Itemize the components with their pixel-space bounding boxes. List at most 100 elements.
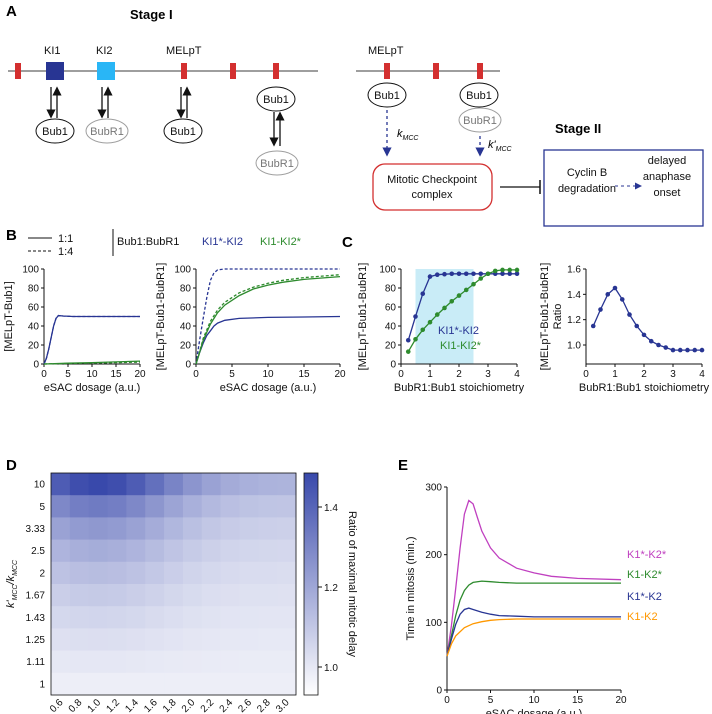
- data-point: [449, 299, 455, 304]
- heatmap-cell: [201, 672, 222, 696]
- data-point: [420, 327, 426, 333]
- heatmap-cell: [164, 606, 184, 629]
- x-axis-title: eSAC dosage (a.u.): [220, 382, 317, 394]
- heatmap-cell: [201, 495, 222, 518]
- x-tick-label: 10: [528, 695, 540, 706]
- c-label-green: KI1-KI2*: [440, 340, 482, 352]
- heatmap-cell: [258, 539, 278, 563]
- heatmap-cell: [201, 539, 222, 563]
- heatmap-cell: [182, 561, 203, 585]
- data-point: [463, 271, 469, 277]
- bub1-bubble: Bub1: [459, 82, 499, 108]
- heatmap-cell: [220, 584, 240, 607]
- heatmap-cell: [51, 517, 71, 541]
- heatmap-cell: [182, 628, 203, 652]
- y-tick-label: 80: [28, 284, 40, 295]
- x-tick-label: 0.6: [48, 697, 66, 714]
- heatmap-cell: [220, 495, 240, 518]
- series-line: [43, 361, 141, 365]
- x-tick-label: 15: [572, 695, 584, 706]
- x-tick-label: 5: [65, 369, 71, 380]
- heatmap-cell: [182, 539, 203, 563]
- heatmap-cell: [182, 473, 203, 496]
- x-tick-label: 10: [262, 369, 274, 380]
- heatmap-cell: [201, 650, 222, 674]
- e-label-k1-k2: K1-K2: [627, 611, 658, 623]
- y-tick-label: 1.11: [26, 657, 45, 668]
- heatmap-cell: [126, 628, 146, 652]
- data-point: [449, 271, 455, 277]
- svg-text:1.2: 1.2: [324, 583, 338, 594]
- x-tick-label: 5: [229, 369, 235, 380]
- y-axis-title: Time in mitosis (min.): [405, 536, 417, 640]
- x-tick-label: 2: [641, 369, 647, 380]
- y-tick-label: 1.4: [567, 290, 581, 301]
- svg-text:degradation: degradation: [558, 183, 616, 195]
- heatmap-cell: [69, 539, 90, 563]
- data-point: [500, 271, 505, 277]
- heatmap-cell: [107, 495, 127, 518]
- heatmap-cell: [107, 672, 127, 696]
- data-point: [413, 314, 418, 319]
- svg-text:KI1*-KI2: KI1*-KI2: [202, 236, 243, 248]
- y-tick-label: 40: [385, 322, 397, 333]
- svg-text:Bub1: Bub1: [374, 90, 400, 102]
- data-point: [492, 268, 498, 274]
- heatmap-cell: [51, 539, 71, 563]
- heatmap-cell: [258, 517, 278, 541]
- y-tick-label: 40: [28, 322, 40, 333]
- data-point: [500, 267, 505, 273]
- heatmap-cell: [51, 650, 71, 674]
- heatmap-cell: [164, 561, 184, 585]
- y-tick-label: 0: [185, 360, 191, 371]
- heatmap-cell: [182, 495, 203, 518]
- heatmap-cell: [220, 650, 240, 674]
- y-tick-label: 60: [385, 303, 397, 314]
- heatmap-cell: [145, 517, 165, 541]
- cyclin-box: Cyclin B degradation delayed anaphase on…: [543, 149, 704, 227]
- svg-text:1:1: 1:1: [58, 233, 73, 245]
- svg-text:complex: complex: [412, 189, 453, 201]
- heatmap-cell: [239, 473, 259, 496]
- heatmap-cell: [258, 473, 278, 496]
- heatmap-cell: [51, 561, 71, 585]
- chart-c-right: 0 1 2 3 4 1.0 1.2 1.4 1.6 BubR1:Bub1 stoichiometr…: [539, 263, 710, 394]
- x-tick-label: 4: [699, 369, 705, 380]
- data-point: [627, 312, 632, 317]
- heatmap-cell: [258, 650, 278, 674]
- svg-text:BubR1: BubR1: [260, 158, 294, 170]
- melpt-label-right: MELpT: [368, 45, 404, 57]
- colorbar: 1.4 1.2 1.0 Ratio of maximal mitotic del…: [303, 472, 358, 696]
- x-tick-label: 15: [110, 369, 122, 380]
- melpt-site: [477, 63, 483, 79]
- heatmap-cell: [88, 473, 109, 496]
- heatmap-cell: [277, 606, 297, 629]
- heatmap-cell: [69, 672, 90, 696]
- data-point: [420, 291, 426, 297]
- heatmap-cell: [69, 495, 90, 518]
- melpt-site: [273, 63, 279, 79]
- y-tick-label: 1.0: [567, 341, 581, 352]
- panel-label-d: D: [6, 457, 17, 474]
- y-tick-label: 100: [379, 265, 396, 276]
- data-point: [692, 347, 698, 353]
- heatmap-cell: [182, 606, 203, 629]
- bub1-bubble: Bub1: [163, 118, 203, 144]
- data-point: [442, 305, 447, 311]
- x-tick-label: 2.4: [218, 697, 236, 714]
- svg-text:KI1-KI2*: KI1-KI2*: [260, 236, 302, 248]
- y-tick-label: 10: [34, 480, 46, 491]
- y-tick-label: 1.6: [567, 265, 581, 276]
- e-series-labels: K1*-K2* K1-K2* K1*-K2 K1-K2: [627, 549, 667, 623]
- kinetochore-scaffold-left: [8, 62, 318, 80]
- heatmap-cell: [277, 650, 297, 674]
- panel-b-legend: 1:1 1:4 Bub1:BubR1 KI1*-KI2 KI1-KI2*: [28, 229, 302, 258]
- y-tick-label: 300: [425, 483, 442, 494]
- data-point: [685, 347, 690, 353]
- bubr1-bubble: BubR1: [85, 118, 129, 144]
- svg-text:delayed: delayed: [648, 155, 687, 167]
- x-tick-label: 0: [41, 369, 47, 380]
- heatmap-cell: [69, 628, 90, 652]
- svg-text:anaphase: anaphase: [643, 171, 691, 183]
